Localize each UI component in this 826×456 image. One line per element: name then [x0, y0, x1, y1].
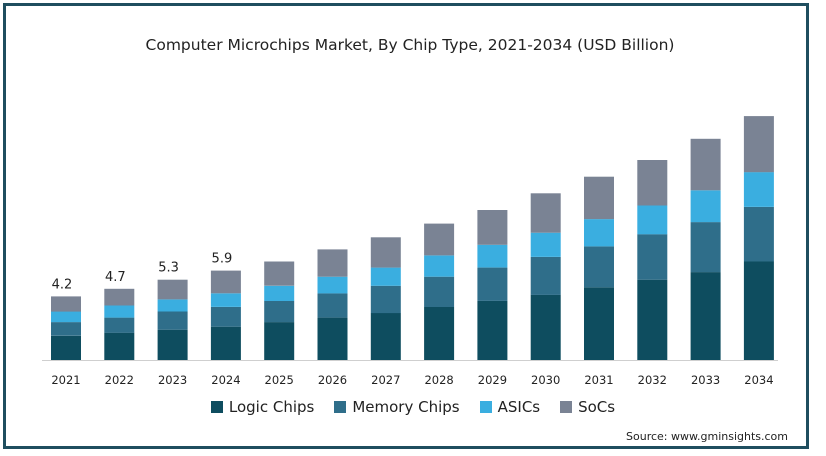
chart-legend: Logic Chips Memory Chips ASICs SoCs — [0, 398, 826, 416]
bar-memory-chips-2025 — [264, 300, 295, 323]
bar-memory-chips-2033 — [690, 222, 721, 273]
bar-asics-2033 — [690, 190, 721, 223]
bar-logic-chips-2026 — [317, 317, 348, 360]
bar-memory-chips-2026 — [317, 293, 348, 318]
bar-logic-chips-2032 — [637, 279, 668, 360]
bar-memory-chips-2034 — [743, 207, 774, 262]
source-note: Source: www.gminsights.com — [626, 430, 788, 443]
bar-socs-2025 — [264, 261, 295, 286]
bar-memory-chips-2023 — [157, 311, 188, 330]
chart-frame — [3, 3, 809, 449]
bar-asics-2030 — [530, 232, 561, 257]
bar-socs-2030 — [530, 193, 561, 233]
legend-swatch-memory-chips — [334, 401, 347, 413]
legend-item-logic-chips: Logic Chips — [210, 398, 315, 416]
bar-asics-2032 — [637, 205, 668, 235]
x-tick-label-2024: 2024 — [211, 373, 240, 387]
bar-asics-2022 — [104, 305, 135, 318]
bar-socs-2024 — [210, 270, 241, 294]
x-tick-label-2023: 2023 — [158, 373, 187, 387]
x-tick-label-2034: 2034 — [744, 373, 773, 387]
bar-logic-chips-2029 — [477, 300, 508, 360]
legend-label-logic-chips: Logic Chips — [228, 398, 315, 416]
bar-logic-chips-2028 — [424, 307, 455, 360]
bar-asics-2029 — [477, 244, 508, 268]
bar-logic-chips-2025 — [264, 322, 295, 360]
bar-socs-2034 — [743, 116, 774, 173]
legend-label-socs: SoCs — [578, 398, 616, 416]
x-tick-label-2026: 2026 — [318, 373, 347, 387]
bar-logic-chips-2021 — [51, 335, 81, 360]
chart-title: Computer Microchips Market, By Chip Type… — [145, 36, 675, 54]
bar-asics-2027 — [370, 267, 401, 286]
x-tick-label-2028: 2028 — [424, 373, 453, 387]
bar-memory-chips-2022 — [104, 317, 135, 333]
bar-logic-chips-2030 — [530, 294, 561, 360]
legend-label-memory-chips: Memory Chips — [352, 398, 460, 416]
x-tick-label-2032: 2032 — [638, 373, 667, 387]
bar-socs-2022 — [104, 288, 135, 306]
bar-asics-2026 — [317, 276, 348, 294]
legend-label-asics: ASICs — [497, 398, 541, 416]
x-tick-label-2029: 2029 — [478, 373, 507, 387]
bar-asics-2023 — [157, 299, 188, 312]
bar-logic-chips-2023 — [157, 329, 188, 360]
bar-asics-2024 — [210, 293, 241, 307]
bar-asics-2025 — [264, 285, 295, 301]
bar-socs-2027 — [370, 237, 401, 268]
bar-memory-chips-2028 — [424, 276, 455, 307]
bar-logic-chips-2024 — [210, 326, 241, 360]
bar-socs-2023 — [157, 279, 188, 300]
legend-item-socs: SoCs — [560, 398, 615, 416]
x-tick-label-2031: 2031 — [584, 373, 613, 387]
x-tick-label-2033: 2033 — [691, 373, 720, 387]
bar-logic-chips-2034 — [743, 261, 774, 360]
data-label-2022: 4.7 — [105, 270, 126, 285]
bar-asics-2021 — [51, 311, 81, 323]
bar-memory-chips-2024 — [210, 307, 241, 327]
bar-logic-chips-2027 — [370, 313, 401, 360]
x-tick-label-2021: 2021 — [51, 373, 80, 387]
legend-swatch-logic-chips — [210, 401, 223, 413]
x-tick-label-2030: 2030 — [531, 373, 560, 387]
x-tick-label-2022: 2022 — [105, 373, 134, 387]
bar-socs-2031 — [584, 176, 614, 220]
bar-asics-2034 — [743, 172, 774, 207]
bar-asics-2031 — [584, 219, 614, 247]
bar-memory-chips-2021 — [51, 322, 81, 336]
bar-socs-2021 — [51, 296, 81, 312]
bar-memory-chips-2031 — [584, 246, 614, 288]
bar-memory-chips-2027 — [370, 285, 401, 314]
bar-asics-2028 — [424, 255, 455, 277]
bar-logic-chips-2031 — [584, 287, 614, 360]
x-tick-label-2025: 2025 — [265, 373, 294, 387]
legend-item-memory-chips: Memory Chips — [334, 398, 460, 416]
legend-swatch-asics — [479, 401, 492, 413]
x-tick-label-2027: 2027 — [371, 373, 400, 387]
bar-socs-2029 — [477, 210, 508, 245]
bar-logic-chips-2033 — [690, 272, 721, 360]
bar-socs-2026 — [317, 249, 348, 277]
bar-socs-2028 — [424, 223, 455, 256]
bar-socs-2032 — [637, 160, 668, 206]
data-label-2023: 5.3 — [158, 261, 179, 276]
bar-memory-chips-2030 — [530, 257, 561, 295]
data-label-2021: 4.2 — [52, 277, 73, 292]
bar-socs-2033 — [690, 138, 721, 191]
bar-logic-chips-2022 — [104, 332, 135, 360]
bar-memory-chips-2032 — [637, 234, 668, 280]
data-label-2024: 5.9 — [212, 252, 233, 267]
legend-swatch-socs — [560, 401, 573, 413]
bar-memory-chips-2029 — [477, 267, 508, 301]
legend-item-asics: ASICs — [479, 398, 541, 416]
